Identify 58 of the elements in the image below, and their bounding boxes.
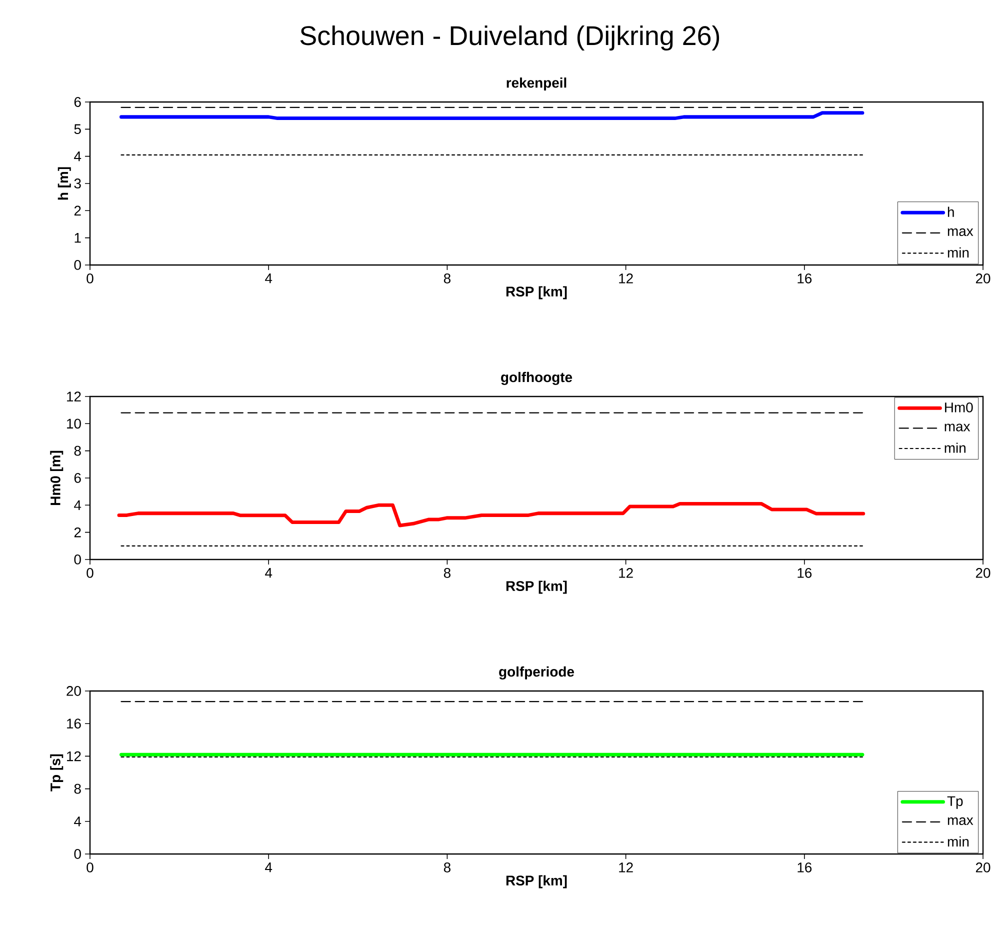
y-axis-title: Tp [s]: [50, 754, 64, 792]
y-tick-label: 6: [74, 473, 81, 483]
x-tick-label: 16: [798, 862, 812, 872]
y-tick-label: 8: [74, 784, 81, 794]
x-axis-title: RSP [km]: [506, 286, 567, 300]
chart-title: golfperiode: [499, 666, 574, 680]
x-tick-label: 4: [265, 862, 272, 872]
legend-label: min: [948, 247, 969, 258]
chart-title: golfhoogte: [501, 372, 572, 385]
x-tick-label: 0: [86, 862, 94, 872]
y-tick-label: 2: [74, 206, 81, 216]
x-tick-label: 4: [265, 274, 272, 284]
y-tick-label: 4: [74, 816, 82, 826]
x-tick-label: 20: [976, 274, 990, 284]
x-tick-label: 16: [798, 274, 812, 284]
x-tick-label: 20: [976, 568, 990, 578]
x-tick-label: 12: [619, 568, 633, 578]
y-tick-label: 6: [74, 97, 81, 107]
x-tick-label: 12: [619, 862, 633, 872]
y-tick-label: 5: [74, 124, 81, 134]
legend-label: min: [944, 442, 966, 453]
x-tick-label: 8: [444, 274, 450, 284]
y-axis-title: h [m]: [58, 167, 71, 200]
legend-label: max: [944, 424, 970, 432]
line-series: [117, 502, 866, 528]
x-axis-title: RSP [km]: [506, 875, 567, 888]
y-tick-label: 0: [74, 260, 81, 270]
x-tick-label: 4: [265, 568, 272, 578]
chart-title: Schouwen - Duiveland (Dijkring 26): [300, 25, 720, 51]
x-tick-label: 0: [86, 274, 94, 284]
y-tick-label: 0: [74, 849, 81, 859]
y-tick-label: 12: [67, 751, 81, 762]
y-tick-label: 1: [74, 233, 81, 243]
y-tick-label: 10: [67, 418, 81, 429]
legend-label: h: [948, 206, 954, 217]
chart-subtitle: rekenpeil: [506, 77, 566, 90]
y-tick-label: 8: [74, 446, 81, 456]
x-tick-label: 8: [444, 862, 450, 872]
y-tick-label: 20: [66, 686, 81, 696]
x-axis-title: RSP [km]: [506, 580, 567, 594]
legend-label: Hm0: [945, 402, 973, 412]
y-tick-label: 4: [74, 152, 82, 162]
y-tick-label: 3: [74, 178, 81, 188]
y-tick-label: 2: [74, 527, 81, 538]
legend-label: Tp: [947, 796, 963, 809]
x-tick-label: 20: [976, 862, 990, 872]
y-tick-label: 12: [67, 392, 81, 402]
x-tick-label: 16: [798, 568, 812, 578]
x-tick-label: 8: [444, 568, 450, 578]
x-tick-label: 12: [619, 274, 633, 284]
x-tick-label: 0: [86, 568, 94, 578]
y-tick-label: 4: [74, 500, 82, 510]
y-tick-label: 0: [74, 554, 81, 564]
legend-label: max: [948, 817, 974, 826]
y-tick-label: 16: [67, 718, 81, 729]
legend-label: min: [948, 836, 969, 846]
y-axis-title: Hm0 [m]: [50, 450, 64, 505]
legend-label: max: [948, 228, 974, 236]
